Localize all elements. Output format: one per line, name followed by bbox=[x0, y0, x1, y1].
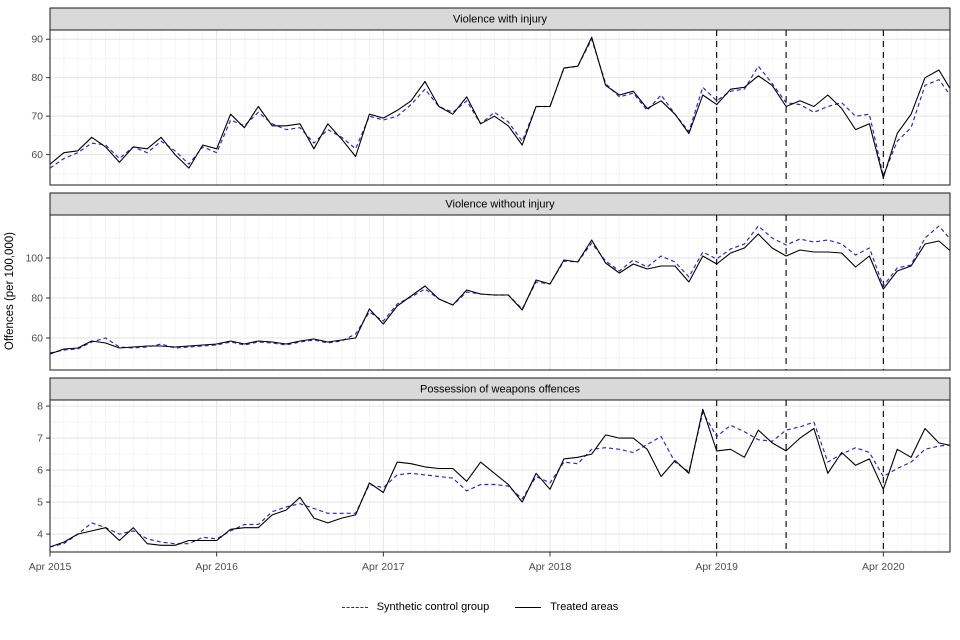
facet-violence-without-injury: Violence without injury 60 80 100 bbox=[25, 192, 951, 371]
series-synthetic-control-line bbox=[50, 411, 950, 548]
facet-possession-of-weapons-offences: Possession of weapons offences 4 5 6 7 8 bbox=[37, 377, 951, 553]
y-tick-label: 80 bbox=[31, 72, 43, 84]
x-tick-label: Apr 2016 bbox=[195, 561, 238, 573]
facet-strip-title: Possession of weapons offences bbox=[420, 384, 581, 396]
facet-strip bbox=[49, 7, 951, 31]
legend-item-synthetic: Synthetic control group bbox=[341, 601, 490, 613]
y-axis-title: Offences (per 100,000) bbox=[4, 231, 16, 351]
series-treated-areas-line bbox=[50, 233, 950, 355]
x-tick-label: Apr 2018 bbox=[529, 561, 572, 573]
y-tick-label: 90 bbox=[31, 34, 43, 46]
y-tick-label: 60 bbox=[31, 149, 43, 161]
y-axis-title-wrap: Offences (per 100,000) bbox=[2, 171, 18, 411]
y-tick-label: 6 bbox=[37, 465, 43, 477]
legend-item-treated: Treated areas bbox=[515, 601, 618, 613]
y-tick-label: 60 bbox=[31, 333, 43, 345]
panel-background bbox=[50, 400, 950, 552]
legend-key-solid-line bbox=[515, 606, 542, 608]
y-tick-label: 100 bbox=[25, 253, 43, 265]
x-tick-label: Apr 2020 bbox=[862, 561, 905, 573]
facet-violence-with-injury: Violence with injury 60 70 80 90 bbox=[31, 7, 951, 186]
series-synthetic-control-line bbox=[50, 38, 950, 177]
y-tick-label: 5 bbox=[37, 497, 43, 509]
legend: Synthetic control group Treated areas bbox=[0, 601, 960, 613]
series-treated-areas-line bbox=[50, 36, 950, 179]
y-tick-label: 80 bbox=[31, 293, 43, 305]
facet-strip bbox=[49, 192, 951, 216]
legend-label-treated: Treated areas bbox=[550, 601, 619, 613]
x-tick-label: Apr 2015 bbox=[29, 561, 72, 573]
x-tick-label: Apr 2019 bbox=[695, 561, 738, 573]
series-treated-areas-line bbox=[50, 408, 950, 548]
panel-background bbox=[50, 30, 950, 185]
y-tick-label: 8 bbox=[37, 401, 43, 413]
y-tick-label: 70 bbox=[31, 111, 43, 123]
facet-strip-title: Violence without injury bbox=[445, 199, 555, 211]
facet-strip bbox=[49, 377, 951, 401]
legend-key-dashed-line bbox=[341, 606, 368, 608]
legend-label-synthetic: Synthetic control group bbox=[376, 601, 490, 613]
y-tick-label: 4 bbox=[37, 529, 43, 541]
x-tick-label: Apr 2017 bbox=[362, 561, 405, 573]
y-tick-label: 7 bbox=[37, 433, 43, 445]
facet-strip-title: Violence with injury bbox=[453, 14, 547, 26]
